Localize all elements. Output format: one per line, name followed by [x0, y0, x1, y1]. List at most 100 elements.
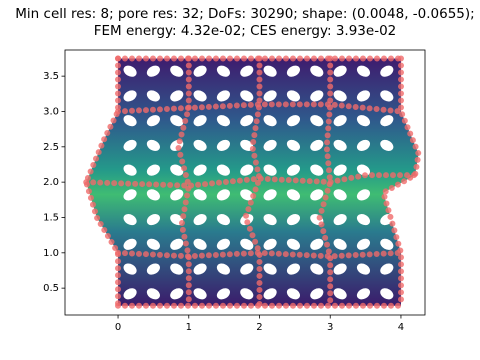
pore: [356, 214, 371, 226]
y-tick-label: 2.0: [43, 177, 59, 188]
pore: [263, 189, 277, 201]
pore: [333, 238, 347, 250]
pore: [170, 238, 184, 250]
pore: [216, 263, 230, 275]
pore: [146, 115, 160, 127]
pore: [193, 139, 207, 151]
pore: [263, 65, 277, 77]
pore: [356, 139, 371, 151]
pore: [193, 115, 207, 127]
pore: [170, 189, 184, 201]
pore: [310, 90, 324, 102]
pore: [310, 115, 324, 127]
pore: [216, 90, 230, 102]
pore: [240, 164, 254, 176]
pore: [170, 263, 184, 275]
pore: [380, 115, 394, 127]
pore: [216, 288, 230, 300]
chart-title: Min cell res: 8; pore res: 32; DoFs: 302…: [15, 6, 474, 22]
boundary-dots: [83, 55, 121, 309]
pore: [356, 65, 371, 77]
pore: [240, 115, 254, 127]
pore: [123, 263, 137, 275]
pore: [286, 164, 301, 176]
chart-title: FEM energy: 4.32e-02; CES energy: 3.93e-…: [94, 23, 397, 39]
pore: [170, 90, 184, 102]
pore: [170, 65, 184, 77]
pore: [146, 238, 160, 250]
pore: [333, 90, 347, 102]
x-tick-label: 4: [398, 322, 404, 333]
pore: [170, 115, 184, 127]
pore: [216, 214, 230, 226]
pore: [380, 263, 394, 275]
pore: [263, 288, 277, 300]
pore: [240, 263, 254, 275]
pore: [193, 164, 207, 176]
pore: [263, 263, 277, 275]
pore: [193, 189, 207, 201]
pore: [240, 189, 254, 201]
pore: [123, 65, 137, 77]
pore: [333, 164, 347, 176]
pore: [123, 139, 137, 151]
pore: [216, 65, 230, 77]
pore: [263, 90, 277, 102]
pore: [123, 238, 137, 250]
pore: [146, 288, 160, 300]
pore: [193, 288, 207, 300]
pore: [333, 214, 347, 226]
pore: [123, 164, 137, 176]
pore: [240, 90, 254, 102]
pore: [380, 90, 394, 102]
pore: [123, 288, 137, 300]
boundary-dots: [379, 55, 422, 309]
pore: [146, 263, 160, 275]
pore: [193, 238, 207, 250]
pore: [310, 139, 324, 151]
pore: [216, 164, 230, 176]
pore: [216, 139, 230, 151]
pore: [356, 288, 371, 300]
pore: [286, 263, 301, 275]
x-tick-label: 3: [327, 322, 333, 333]
boundary-dots: [316, 55, 334, 309]
pore: [263, 139, 277, 151]
y-tick-label: 1.5: [43, 212, 59, 223]
pore: [263, 214, 277, 226]
plot-area: [83, 55, 422, 309]
pore: [333, 115, 347, 127]
pore: [310, 65, 324, 77]
boundary-dots: [83, 172, 419, 189]
pore: [146, 90, 160, 102]
pore: [380, 288, 394, 300]
pore: [310, 164, 324, 176]
pore: [123, 115, 137, 127]
x-tick-label: 0: [115, 322, 121, 333]
pore: [123, 90, 137, 102]
pore: [146, 139, 160, 151]
pore: [240, 288, 254, 300]
pore: [216, 238, 230, 250]
pore: [146, 164, 160, 176]
pore: [356, 238, 371, 250]
pore: [333, 139, 347, 151]
pore: [286, 65, 301, 77]
pore: [333, 288, 347, 300]
pore: [333, 189, 347, 201]
boundary-dots: [115, 101, 404, 115]
pore: [356, 189, 371, 201]
boundary-dots: [242, 55, 263, 309]
pore: [286, 90, 301, 102]
pore: [380, 238, 394, 250]
pore: [380, 139, 394, 151]
pore: [356, 90, 371, 102]
pore: [310, 189, 324, 201]
y-tick-label: 0.5: [43, 283, 59, 294]
pore: [193, 90, 207, 102]
boundary-dots: [175, 55, 192, 309]
pore: [193, 263, 207, 275]
pore: [286, 115, 301, 127]
pore: [310, 263, 324, 275]
pore: [146, 214, 160, 226]
